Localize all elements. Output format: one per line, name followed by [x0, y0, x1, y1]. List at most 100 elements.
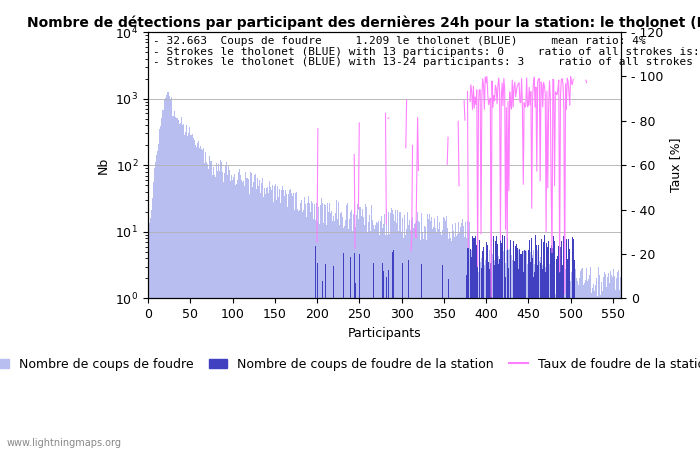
Bar: [394, 221, 395, 450]
Bar: [370, 230, 371, 450]
Bar: [153, 182, 154, 450]
Bar: [352, 231, 353, 450]
Bar: [282, 186, 283, 450]
Bar: [594, 291, 595, 450]
Bar: [523, 251, 524, 450]
Bar: [536, 254, 537, 450]
Bar: [161, 118, 162, 450]
Bar: [235, 185, 237, 450]
Bar: [393, 208, 394, 450]
Bar: [458, 226, 459, 450]
Bar: [186, 125, 188, 450]
Bar: [392, 210, 393, 450]
Bar: [155, 162, 156, 450]
Bar: [569, 248, 570, 450]
Bar: [500, 256, 501, 450]
Bar: [504, 236, 505, 450]
Bar: [342, 217, 343, 450]
Bar: [268, 193, 270, 450]
Bar: [494, 266, 495, 450]
Bar: [564, 267, 565, 450]
Bar: [254, 175, 255, 450]
Bar: [588, 279, 589, 450]
Bar: [226, 162, 227, 450]
Bar: [208, 158, 209, 450]
Bar: [500, 236, 501, 450]
Bar: [472, 255, 473, 450]
Bar: [592, 288, 593, 450]
Bar: [270, 188, 271, 450]
Bar: [538, 245, 539, 450]
Bar: [542, 270, 543, 450]
Bar: [577, 280, 578, 450]
Bar: [485, 260, 486, 450]
Bar: [496, 253, 498, 450]
Bar: [537, 250, 538, 450]
Bar: [573, 270, 575, 450]
Bar: [242, 182, 243, 450]
Bar: [551, 270, 552, 450]
Bar: [374, 230, 375, 450]
Bar: [373, 263, 374, 450]
Bar: [473, 238, 474, 450]
Bar: [502, 267, 503, 450]
Bar: [480, 262, 481, 450]
Bar: [320, 205, 321, 450]
Bar: [167, 92, 168, 450]
Bar: [463, 237, 465, 450]
Bar: [551, 245, 552, 450]
Bar: [567, 298, 568, 450]
Bar: [616, 278, 617, 450]
Bar: [361, 216, 363, 450]
Bar: [413, 228, 414, 450]
Bar: [404, 215, 405, 450]
Bar: [515, 246, 516, 450]
Bar: [357, 203, 358, 450]
Bar: [349, 202, 351, 450]
Bar: [408, 225, 409, 450]
Bar: [547, 247, 548, 450]
Bar: [546, 256, 547, 450]
Bar: [156, 155, 157, 450]
Bar: [420, 240, 421, 450]
Bar: [534, 273, 535, 450]
Bar: [571, 272, 572, 450]
Bar: [315, 220, 316, 450]
Bar: [157, 151, 158, 450]
Bar: [152, 198, 153, 450]
Title: Nombre de détections par participant des dernières 24h pour la station: le tholo: Nombre de détections par participant des…: [27, 15, 700, 30]
Bar: [360, 224, 361, 450]
Bar: [519, 249, 520, 450]
Bar: [355, 252, 356, 450]
Bar: [609, 283, 610, 450]
Bar: [561, 265, 563, 450]
Bar: [294, 210, 295, 450]
Bar: [597, 297, 598, 450]
Bar: [165, 98, 166, 450]
Bar: [566, 239, 567, 450]
Bar: [510, 261, 511, 450]
Bar: [526, 251, 527, 450]
Bar: [246, 178, 247, 450]
Bar: [232, 180, 233, 450]
Bar: [225, 166, 226, 450]
Bar: [344, 226, 345, 450]
Bar: [267, 198, 268, 450]
Bar: [477, 255, 478, 450]
Bar: [264, 188, 265, 450]
Bar: [227, 175, 228, 450]
Bar: [541, 255, 542, 450]
Bar: [569, 268, 570, 450]
Bar: [470, 249, 471, 450]
Bar: [395, 211, 396, 450]
Bar: [193, 138, 194, 450]
Bar: [505, 277, 506, 450]
Bar: [507, 238, 508, 450]
Bar: [327, 203, 328, 450]
Bar: [384, 214, 385, 450]
Bar: [376, 222, 377, 450]
Bar: [542, 265, 543, 450]
Bar: [517, 266, 518, 450]
Bar: [515, 264, 516, 450]
Bar: [313, 219, 314, 450]
